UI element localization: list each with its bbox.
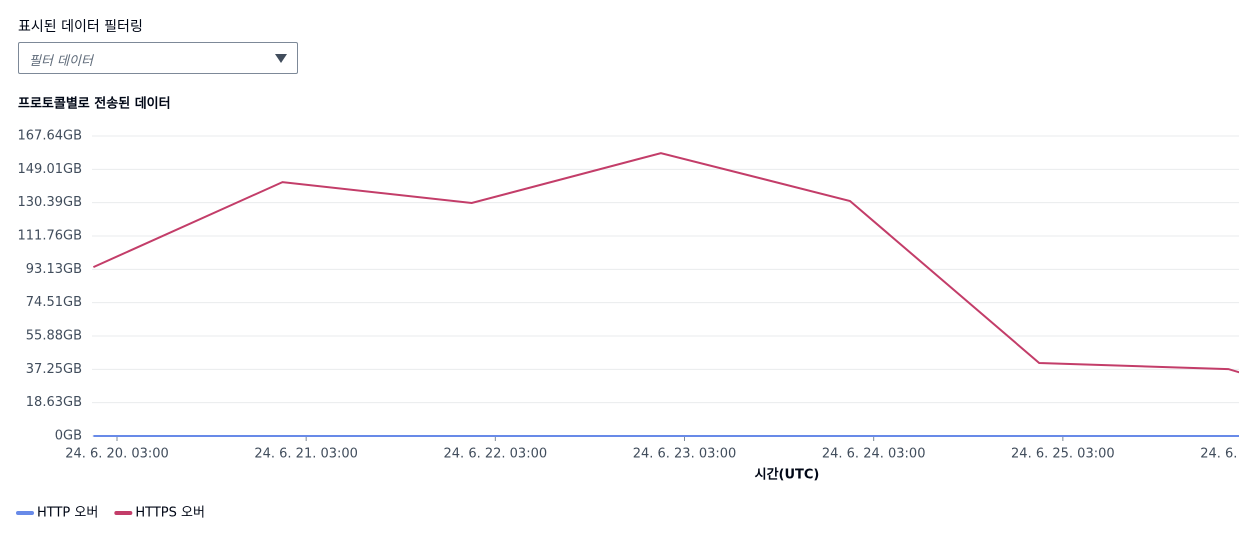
y-tick-label: 37.25GB	[26, 362, 82, 377]
x-tick-label: 24. 6. 23. 03:00	[633, 447, 737, 462]
series-line	[92, 152, 1239, 374]
y-tick-label: 130.39GB	[18, 195, 82, 210]
x-axis-label: 시간(UTC)	[755, 467, 820, 483]
legend-label: HTTP 오버	[37, 506, 98, 521]
x-tick-label: 24. 6. 22. 03:00	[444, 447, 548, 462]
legend-label: HTTPS 오버	[135, 506, 205, 521]
y-tick-label: 74.51GB	[26, 295, 82, 310]
y-tick-label: 55.88GB	[26, 329, 82, 344]
x-tick-label: 24. 6. 21. 03:00	[254, 447, 358, 462]
y-tick-label: 111.76GB	[18, 229, 82, 244]
y-tick-label: 167.64GB	[18, 129, 82, 144]
x-tick-label: 24. 6. 26. 03:00	[1200, 447, 1239, 462]
x-tick-label: 24. 6. 25. 03:00	[1011, 447, 1115, 462]
y-tick-label: 93.13GB	[26, 262, 82, 277]
x-tick-label: 24. 6. 24. 03:00	[822, 447, 926, 462]
filter-placeholder: 필터 데이터	[29, 54, 93, 69]
filter-dropdown[interactable]: 필터 데이터	[18, 42, 298, 74]
y-tick-label: 149.01GB	[18, 162, 82, 177]
filter-label: 표시된 데이터 필터링	[18, 19, 143, 35]
chart-title: 프로토콜별로 전송된 데이터	[18, 96, 171, 112]
y-tick-label: 0GB	[55, 429, 82, 444]
x-tick-label: 24. 6. 20. 03:00	[65, 447, 169, 462]
y-tick-label: 18.63GB	[26, 395, 82, 410]
dropdown-caret	[275, 54, 287, 63]
